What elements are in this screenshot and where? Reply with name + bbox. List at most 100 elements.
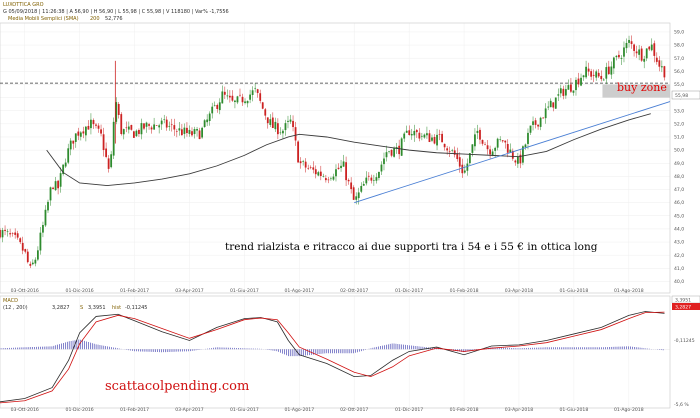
date-tick-label: 01-Ago-2018: [614, 288, 644, 294]
candle-body: [519, 154, 522, 164]
macd-panel-frame: [0, 295, 671, 409]
candle-body: [577, 78, 580, 85]
candle-body: [92, 120, 95, 125]
candle-body: [289, 119, 292, 122]
candle-body: [178, 128, 181, 131]
candle-body: [352, 187, 355, 200]
candle-body: [145, 122, 148, 127]
candle-body: [433, 136, 436, 144]
candle-body: [31, 262, 34, 265]
candle-body: [213, 105, 216, 107]
price-tick-label: 47,0: [674, 187, 684, 193]
macd-signal-label: S: [80, 305, 83, 311]
candle-body: [259, 93, 262, 101]
candle-body: [276, 123, 279, 135]
candle-body: [592, 74, 595, 76]
candle-body: [64, 162, 67, 167]
candle-body: [284, 123, 287, 131]
candle-body: [537, 124, 539, 127]
candle-body: [595, 71, 598, 78]
candle-body: [471, 144, 474, 153]
candle-body: [135, 130, 138, 137]
candle-body: [120, 114, 123, 135]
candle-body: [82, 131, 85, 134]
chart-symbol: LUXOTTICA GRO: [3, 2, 44, 8]
candle-body: [527, 132, 529, 144]
candle-body: [468, 153, 471, 164]
candle-body: [254, 87, 257, 89]
candle-body: [201, 127, 203, 138]
candle-body: [428, 133, 431, 142]
candle-body: [486, 145, 489, 150]
candle-body: [612, 57, 615, 69]
price-tick-label: 53,0: [674, 108, 684, 114]
candle-body: [484, 144, 486, 146]
candle-body: [228, 95, 231, 98]
candlesticks: [0, 35, 666, 269]
candle-body: [236, 96, 239, 103]
candle-body: [130, 124, 133, 130]
price-tick-label: 49,0: [674, 161, 684, 167]
price-tick-label: 57,0: [674, 56, 684, 62]
candle-body: [188, 129, 191, 134]
candle-body: [648, 46, 651, 50]
candle-body: [90, 119, 92, 129]
price-tick-label: 42,0: [674, 253, 684, 259]
candle-body: [216, 104, 219, 109]
candle-body: [367, 175, 370, 177]
date-tick-label: 01-Feb-2018: [450, 288, 479, 294]
candle-body: [431, 137, 433, 141]
candle-body: [496, 138, 499, 148]
candle-body: [572, 90, 575, 93]
candle-body: [481, 139, 484, 144]
price-tick-label: 51,0: [674, 135, 684, 141]
candle-body: [206, 119, 209, 123]
candle-body: [539, 117, 542, 127]
candle-body: [506, 143, 509, 153]
candle-body: [514, 160, 517, 163]
candle-body: [183, 127, 186, 134]
candle-body: [110, 154, 113, 168]
candle-body: [148, 124, 150, 126]
sma-label: Media Mobili Semplici (SMA): [8, 16, 79, 22]
macd-badge-macd: 3,2827: [675, 305, 691, 311]
candle-body: [299, 161, 302, 164]
macd-right-axis-label: -5,6 %: [674, 402, 689, 408]
candle-body: [628, 39, 630, 43]
macd-date-tick-label: 03-Ott-2016: [11, 407, 39, 413]
macd-histogram: [0, 339, 664, 357]
macd-date-tick-label: 01-Dic-2016: [66, 407, 94, 413]
price-tick-label: 45,0: [674, 213, 684, 219]
candle-body: [251, 90, 254, 96]
candle-body: [623, 47, 625, 57]
macd-badge-macd-box: [672, 303, 700, 310]
candle-body: [345, 162, 347, 181]
candle-body: [562, 88, 565, 96]
candle-body: [14, 232, 17, 235]
candle-body: [350, 182, 353, 190]
candle-body: [597, 72, 600, 77]
candle-body: [633, 44, 635, 51]
candle-body: [347, 179, 350, 182]
candle-body: [269, 119, 272, 125]
candle-body: [231, 95, 234, 101]
candle-body: [504, 140, 507, 143]
candle-body: [587, 68, 590, 72]
buy-zone-label: buy zone: [617, 81, 667, 94]
candle-body: [95, 124, 97, 126]
candle-body: [653, 43, 656, 56]
price-panel-frame: [0, 22, 671, 294]
candle-body: [16, 233, 19, 238]
candle-body: [127, 126, 130, 130]
candle-body: [443, 143, 446, 148]
candle-body: [423, 134, 426, 138]
candle-body: [461, 164, 464, 174]
candle-body: [436, 134, 438, 146]
candle-body: [605, 67, 608, 79]
candle-body: [451, 150, 454, 151]
macd-date-tick-label: 01-Ago-2018: [614, 407, 644, 413]
candle-body: [11, 233, 14, 234]
candle-body: [52, 187, 54, 189]
candle-body: [663, 66, 666, 78]
